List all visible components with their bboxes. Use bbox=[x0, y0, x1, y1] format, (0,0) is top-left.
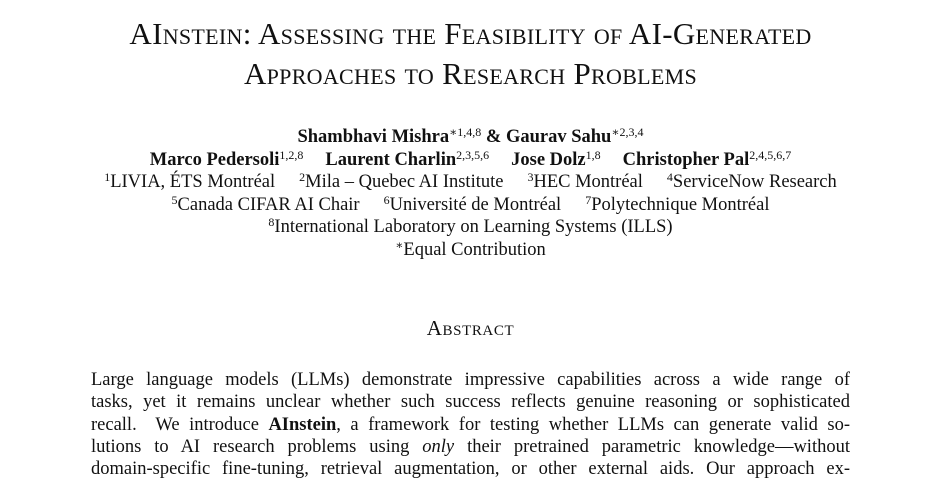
paper-title: AInstein: Assessing the Feasibility of A… bbox=[0, 14, 941, 94]
abstract-text: lutions to AI research problems using bbox=[91, 436, 423, 457]
affiliation-mark: 7 bbox=[585, 192, 592, 207]
abstract-text: recall. We introduce bbox=[91, 414, 269, 435]
author-affiliation-marks: ∗2,3,4 bbox=[611, 125, 644, 139]
author-name: Jose Dolz bbox=[511, 149, 586, 170]
author-row-2: Marco Pedersoli1,2,8 Laurent Charlin2,3,5… bbox=[0, 149, 941, 172]
author-name: Christopher Pal bbox=[622, 149, 750, 170]
author-affiliation-marks: 2,3,5,6 bbox=[456, 147, 490, 162]
affiliation-name: International Laboratory on Learning Sys… bbox=[274, 217, 673, 237]
author-name: Gaurav Sahu bbox=[505, 127, 612, 147]
equal-contribution-mark: ∗ bbox=[395, 237, 404, 252]
affiliation-mark: 6 bbox=[383, 192, 390, 207]
affiliation-name: LIVIA, ÉTS Montréal bbox=[110, 172, 276, 192]
abstract-heading: Abstract bbox=[426, 316, 515, 340]
abstract-line-3: recall. We introduce AInstein, a framewo… bbox=[91, 414, 850, 436]
affiliation-mark: 5 bbox=[171, 192, 178, 207]
author-block: Shambhavi Mishra∗1,4,8 & Gaurav Sahu∗2,3… bbox=[0, 126, 941, 261]
affiliation-row-3: 8International Laboratory on Learning Sy… bbox=[0, 216, 941, 239]
title-line-2: Approaches to Research Problems bbox=[243, 56, 698, 91]
affiliation-mark: 4 bbox=[666, 170, 673, 184]
affiliation-name: HEC Montréal bbox=[533, 172, 643, 192]
framework-name: AInstein bbox=[268, 414, 337, 435]
affiliation-name: Université de Montréal bbox=[389, 194, 562, 215]
abstract-line-2: tasks, yet it remains unclear whether su… bbox=[91, 392, 850, 413]
abstract-line-1: Large language models (LLMs) demonstrate… bbox=[91, 370, 850, 390]
affiliation-name: Canada CIFAR AI Chair bbox=[177, 194, 360, 215]
affiliation-row-1: 1LIVIA, ÉTS Montréal 2Mila – Quebec AI In… bbox=[0, 171, 941, 194]
affiliation-mark: 1 bbox=[104, 170, 111, 184]
abstract-text: , a framework for testing whether LLMs c… bbox=[336, 414, 850, 435]
affiliation-mark: 2 bbox=[299, 170, 306, 184]
author-affiliation-marks: 2,4,5,6,7 bbox=[749, 147, 792, 162]
affiliation-row-2: 5Canada CIFAR AI Chair 6Université de Mon… bbox=[0, 194, 941, 217]
author-name: Shambhavi Mishra bbox=[297, 127, 450, 147]
author-affiliation-marks: 1,2,8 bbox=[279, 147, 304, 162]
abstract-body: Large language models (LLMs) demonstrate… bbox=[91, 369, 850, 480]
author-affiliation-marks: ∗1,4,8 bbox=[449, 125, 482, 139]
equal-contribution-note: ∗Equal Contribution bbox=[0, 239, 941, 262]
author-affiliation-marks: 1,8 bbox=[585, 147, 601, 162]
affiliation-name: ServiceNow Research bbox=[672, 172, 837, 192]
emphasis-only: only bbox=[422, 436, 455, 457]
abstract-text: their pretrained parametric knowledge—wi… bbox=[454, 436, 850, 457]
author-name: Laurent Charlin bbox=[325, 149, 457, 170]
abstract-line-4: lutions to AI research problems using on… bbox=[91, 436, 850, 458]
affiliation-name: Polytechnique Montréal bbox=[591, 194, 770, 215]
author-joiner: & bbox=[481, 127, 506, 147]
affiliation-mark: 3 bbox=[527, 170, 534, 184]
title-line-1: AInstein: Assessing the Feasibility of A… bbox=[129, 16, 812, 51]
affiliation-name: Mila – Quebec AI Institute bbox=[305, 172, 504, 192]
equal-contribution-text: Equal Contribution bbox=[403, 239, 546, 260]
affiliation-mark: 8 bbox=[268, 215, 275, 229]
abstract-line-5: domain-specific fine-tuning, retrieval a… bbox=[91, 459, 850, 480]
author-name: Marco Pedersoli bbox=[149, 149, 280, 170]
author-row-1: Shambhavi Mishra∗1,4,8 & Gaurav Sahu∗2,3… bbox=[0, 126, 941, 149]
